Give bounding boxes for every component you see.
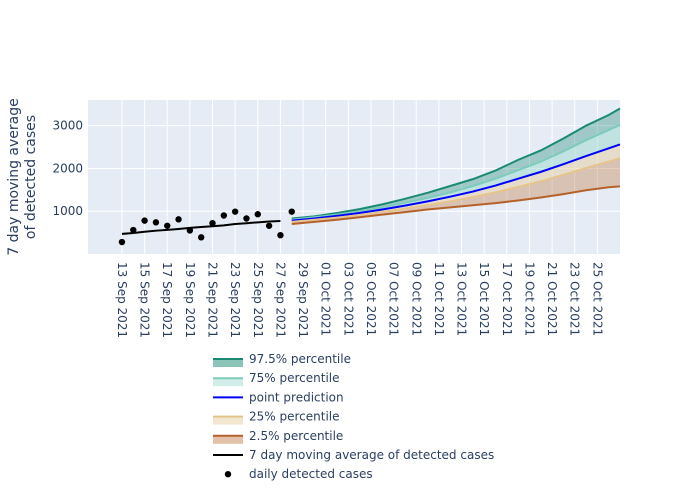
daily-point (118, 238, 126, 246)
daily-point (197, 234, 205, 241)
moving-average-line (121, 220, 281, 235)
series-line-4 (291, 157, 621, 223)
daily-point (288, 208, 295, 215)
x-tick-label: 13 Oct 2021 (455, 262, 469, 336)
x-tick-label: 29 Sep 2021 (296, 262, 310, 338)
y-axis-title-line-2: of detected cases (23, 115, 39, 239)
daily-point (220, 212, 228, 219)
daily-point (175, 216, 182, 223)
x-tick-label: 19 Oct 2021 (522, 262, 536, 336)
series-line-5 (291, 185, 621, 226)
legend-label: 97.5% percentile (249, 352, 351, 366)
legend-label: 75% percentile (249, 371, 340, 385)
x-tick-label: 09 Oct 2021 (409, 262, 423, 336)
percentile-bands (291, 108, 620, 225)
daily-point (265, 222, 273, 229)
x-tick-labels: 13 Sep 2021 15 Sep 2021 17 Sep 2021 19 Sep … (115, 262, 604, 338)
legend-label: 25% percentile (249, 410, 340, 424)
y-tick-label: 3000 (52, 119, 83, 133)
daily-point (141, 217, 148, 224)
x-tick-label: 23 Sep 2021 (228, 262, 242, 338)
legend-label: 7 day moving average of detected cases (249, 448, 494, 462)
legend-swatch-fill (213, 416, 243, 425)
daily-points (118, 208, 295, 246)
legend-item: 2.5% percentile (213, 429, 343, 444)
x-tick-label: 27 Sep 2021 (273, 262, 287, 338)
band-4 (291, 158, 620, 225)
daily-point (164, 222, 171, 229)
x-tick-label: 17 Sep 2021 (160, 262, 174, 338)
legend-item: point prediction (213, 390, 344, 404)
x-tick-label: 23 Oct 2021 (568, 262, 582, 336)
x-tick-label: 15 Sep 2021 (138, 262, 152, 338)
legend-swatch-marker (224, 471, 232, 478)
legend-item: 75% percentile (213, 371, 340, 387)
x-tick-label: 25 Sep 2021 (251, 262, 265, 338)
legend: 97.5% percentile 75% percentile point pred… (213, 352, 494, 481)
daily-point (277, 231, 284, 239)
legend-item: 25% percentile (213, 410, 340, 425)
legend-swatch-fill (213, 378, 243, 387)
daily-point (231, 208, 239, 215)
x-tick-label: 03 Oct 2021 (341, 262, 355, 336)
y-tick-labels: 1000 2000 3000 (52, 119, 83, 219)
x-tick-label: 07 Oct 2021 (387, 262, 401, 336)
x-tick-label: 21 Oct 2021 (545, 262, 559, 336)
series-line-1 (291, 107, 621, 220)
legend-label: 2.5% percentile (249, 429, 343, 443)
daily-point (152, 219, 160, 226)
daily-point (130, 226, 137, 234)
legend-item: 7 day moving average of detected cases (213, 448, 494, 462)
series-lines (121, 107, 621, 235)
x-tick-label: 05 Oct 2021 (364, 262, 378, 336)
legend-label: daily detected cases (249, 467, 373, 481)
y-tick-label: 1000 (52, 204, 83, 218)
x-tick-label: 25 Oct 2021 (590, 262, 604, 336)
daily-point (254, 211, 261, 218)
x-tick-label: 13 Sep 2021 (115, 262, 129, 338)
x-tick-label: 01 Oct 2021 (319, 262, 333, 336)
y-axis-title-line-1: 7 day moving average (6, 98, 22, 255)
legend-swatch-fill (213, 435, 243, 444)
daily-point (186, 227, 194, 234)
y-tick-label: 2000 (52, 161, 83, 175)
legend-label: point prediction (249, 390, 344, 404)
x-tick-label: 15 Oct 2021 (477, 262, 491, 336)
legend-swatch-fill (213, 359, 243, 367)
series-line-2 (291, 123, 621, 221)
legend-item: daily detected cases (224, 467, 373, 481)
daily-point (243, 215, 250, 222)
series-line-3 (291, 143, 621, 222)
y-axis-title: 7 day moving average of detected cases (6, 98, 39, 255)
daily-point (209, 220, 216, 227)
x-tick-label: 21 Sep 2021 (206, 262, 220, 338)
x-tick-label: 17 Oct 2021 (500, 262, 514, 336)
x-tick-label: 11 Oct 2021 (432, 262, 446, 336)
legend-item: 97.5% percentile (213, 352, 351, 367)
x-tick-label: 19 Sep 2021 (183, 262, 197, 338)
